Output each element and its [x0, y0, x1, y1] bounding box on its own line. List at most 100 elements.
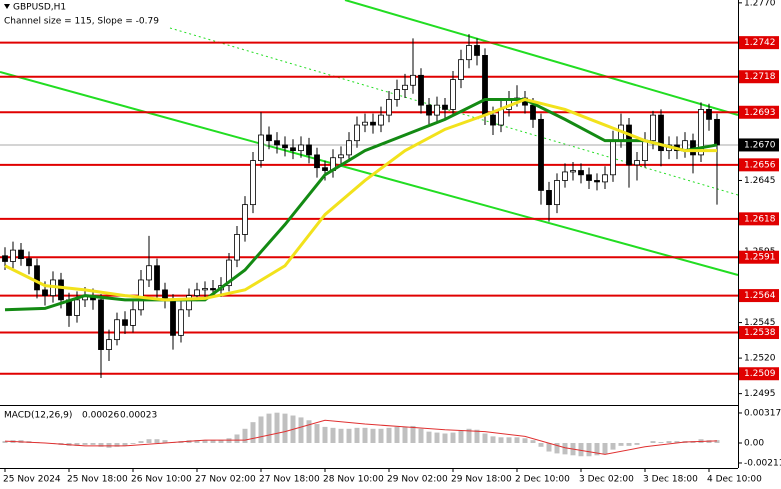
macd-bar — [666, 441, 672, 443]
macd-bar — [594, 442, 600, 456]
macd-bar — [90, 442, 96, 445]
macd-bar — [346, 428, 352, 443]
macd-bar — [370, 428, 376, 443]
candle-body — [74, 299, 80, 316]
candle-body — [538, 118, 544, 191]
y-tick-label: 0.00317 — [744, 408, 781, 418]
x-tick-label: 2 Dec 10:00 — [515, 475, 570, 485]
candle-body — [426, 104, 432, 116]
macd-bar — [250, 422, 256, 443]
candle-body — [458, 59, 464, 80]
candle-body — [402, 84, 408, 90]
plot — [0, 34, 738, 378]
x-tick-label: 3 Dec 02:00 — [579, 475, 634, 485]
y-tick-label: 0.00 — [744, 438, 764, 448]
macd-main-value: 0.00026 — [82, 411, 119, 421]
x-tick-label: 4 Dec 10:00 — [707, 475, 762, 485]
candle-body — [354, 124, 360, 142]
candle-body — [266, 134, 272, 142]
candle-body — [650, 114, 656, 142]
y-tick-label: 1.2645 — [744, 176, 776, 186]
candle-body — [466, 45, 472, 61]
candle-body — [202, 288, 208, 291]
candle-body — [210, 288, 216, 291]
candle-body — [498, 109, 504, 126]
candle-body — [562, 171, 568, 181]
macd-bar — [258, 416, 264, 443]
candle-body — [178, 309, 184, 336]
candle-body — [18, 249, 24, 260]
candle-body — [394, 89, 400, 100]
level-label-box — [739, 326, 779, 340]
macd-bar — [394, 426, 400, 443]
channel-upper — [344, 0, 739, 116]
symbol-icon — [4, 4, 10, 9]
level-label: 1.2564 — [744, 291, 776, 301]
candle-body — [154, 265, 160, 291]
macd-bar — [138, 441, 144, 443]
macd-bar — [194, 440, 200, 443]
candle-body — [658, 114, 664, 152]
candle-body — [578, 170, 584, 176]
macd-bar — [466, 428, 472, 443]
y-tick-label: 1.2520 — [744, 354, 776, 364]
level-label: 1.2656 — [744, 160, 776, 170]
channel-lower — [0, 71, 739, 276]
macd-bar — [674, 441, 680, 443]
candle-body — [482, 55, 488, 116]
candle-body — [106, 339, 112, 350]
candle-body — [114, 319, 120, 341]
x-tick-label: 25 Nov 2024 — [3, 475, 61, 485]
moving-average — [4, 97, 717, 302]
macd-bar — [114, 442, 120, 447]
candle-body — [362, 121, 368, 126]
candle-body — [706, 109, 712, 120]
level-label: 1.2538 — [744, 328, 776, 338]
candle-body — [26, 258, 32, 267]
candle-body — [282, 144, 288, 149]
level-label-box — [739, 289, 779, 303]
candle-body — [434, 104, 440, 116]
candle-body — [170, 299, 176, 336]
level-label-box — [739, 158, 779, 172]
macd-bar — [274, 412, 280, 443]
macd-bar — [266, 413, 272, 443]
macd-bar — [2, 441, 8, 443]
macd-bar — [122, 442, 128, 446]
x-tick-label: 28 Nov 10:00 — [323, 475, 384, 485]
macd-bar — [338, 428, 344, 443]
last-price-box — [739, 138, 779, 152]
macd-bar — [562, 442, 568, 455]
candle-body — [378, 114, 384, 126]
candle-body — [298, 144, 304, 152]
candle-body — [98, 299, 104, 350]
candle-body — [130, 309, 136, 326]
macd-bar — [306, 420, 312, 443]
macd-bar — [578, 442, 584, 457]
macd-bar — [602, 442, 608, 455]
macd-bar — [130, 442, 136, 444]
candle-body — [2, 255, 8, 262]
candle-body — [234, 234, 240, 261]
macd-bar — [450, 432, 456, 443]
candle-body — [490, 114, 496, 126]
candle-body — [442, 104, 448, 110]
macd-bar — [378, 428, 384, 443]
macd-bar — [506, 437, 512, 443]
macd-bar — [482, 433, 488, 443]
candle-body — [698, 109, 704, 156]
candle-body — [306, 144, 312, 156]
macd-bar — [322, 426, 328, 443]
macd-bar — [554, 442, 560, 454]
y-tick-label: 1.2770 — [744, 0, 776, 8]
macd-bar — [354, 427, 360, 443]
candle-body — [586, 174, 592, 181]
level-label: 1.2618 — [744, 214, 776, 224]
moving-average — [4, 97, 718, 312]
macd-bar — [98, 442, 104, 447]
candle-body — [714, 118, 720, 146]
candle-body — [194, 289, 200, 296]
candle-body — [314, 154, 320, 169]
